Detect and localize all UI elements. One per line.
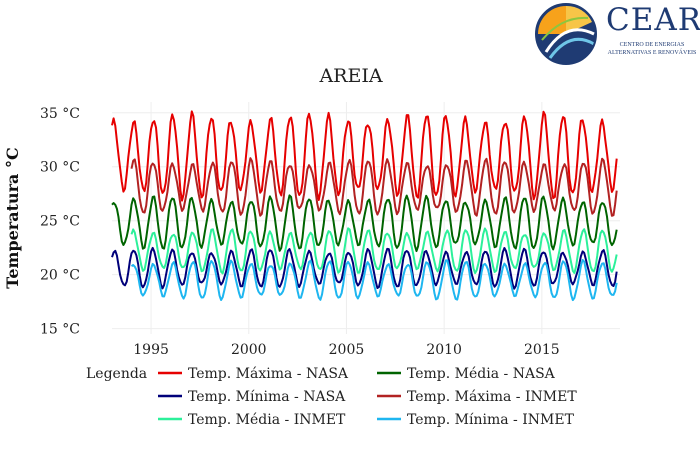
series-line bbox=[130, 227, 618, 275]
series-line bbox=[111, 110, 618, 202]
series-line bbox=[130, 157, 618, 217]
legend-label: Temp. Média - INMET bbox=[188, 412, 346, 428]
chart-title: AREIA bbox=[318, 65, 382, 87]
y-tick-label: 30 °C bbox=[40, 160, 80, 176]
legend: Legenda Temp. Máxima - NASA Temp. Média -… bbox=[86, 366, 577, 428]
legend-item[interactable]: Temp. Mínima - INMET bbox=[377, 412, 575, 428]
x-tick-label: 2010 bbox=[426, 342, 462, 358]
y-axis-label: Temperatura °C bbox=[3, 147, 22, 288]
legend-item[interactable]: Temp. Máxima - INMET bbox=[377, 389, 577, 405]
legend-label: Temp. Média - NASA bbox=[407, 366, 556, 382]
logo-title: CEAR bbox=[606, 2, 700, 38]
y-tick-label: 25 °C bbox=[40, 214, 80, 230]
series-line bbox=[111, 246, 618, 290]
legend-label: Temp. Mínima - NASA bbox=[188, 389, 346, 405]
x-tick-label: 2005 bbox=[329, 342, 365, 358]
legend-label: Temp. Máxima - NASA bbox=[188, 366, 349, 382]
series-lines bbox=[111, 110, 618, 302]
legend-title[interactable]: Legenda bbox=[86, 366, 147, 382]
legend-item[interactable]: Temp. Média - NASA bbox=[377, 366, 556, 382]
legend-item[interactable]: Temp. Mínima - NASA bbox=[158, 389, 346, 405]
y-tick-label: 15 °C bbox=[40, 322, 80, 338]
legend-item[interactable]: Temp. Média - INMET bbox=[158, 412, 346, 428]
legend-item[interactable]: Temp. Máxima - NASA bbox=[158, 366, 349, 382]
series-line bbox=[111, 194, 618, 253]
x-tick-label: 1995 bbox=[133, 342, 169, 358]
y-tick-label: 20 °C bbox=[40, 268, 80, 284]
x-tick-label: 2000 bbox=[231, 342, 267, 358]
legend-label: Temp. Mínima - INMET bbox=[407, 412, 575, 428]
cear-logo: CEAR Centro de Energias Alternativas e R… bbox=[532, 0, 700, 70]
series-line bbox=[130, 259, 618, 302]
logo-subtitle: Centro de Energias Alternativas e Renová… bbox=[604, 41, 700, 57]
x-tick-label: 2015 bbox=[524, 342, 560, 358]
legend-label: Temp. Máxima - INMET bbox=[407, 389, 577, 405]
globe-icon bbox=[535, 3, 597, 65]
logo-subtitle-line1: Centro de Energias bbox=[619, 42, 685, 48]
logo-subtitle-line2: Alternativas e Renováveis bbox=[607, 50, 697, 56]
y-ticks: 15 °C 20 °C 25 °C 30 °C 35 °C bbox=[40, 106, 80, 338]
x-ticks: 1995 2000 2005 2010 2015 bbox=[133, 342, 559, 358]
y-tick-label: 35 °C bbox=[40, 106, 80, 122]
